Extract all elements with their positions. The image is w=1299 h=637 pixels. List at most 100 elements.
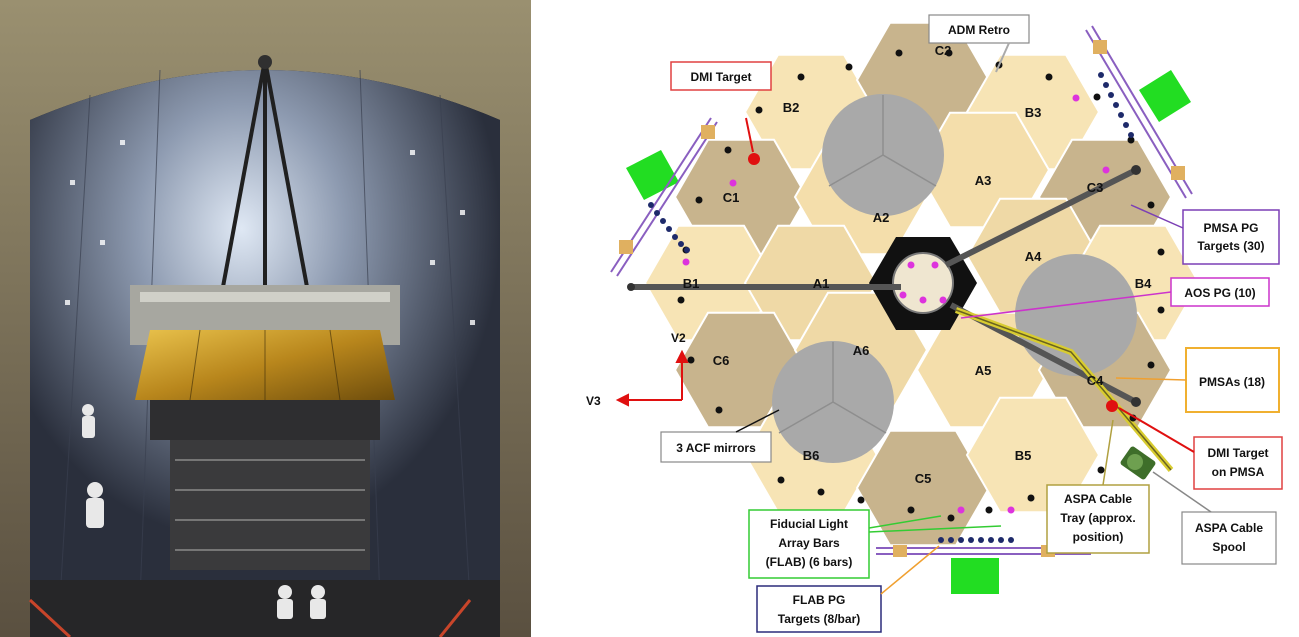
black-target-dot (1027, 494, 1035, 502)
dmi-pmsa-marker (1106, 400, 1118, 412)
black-target-dot (755, 106, 763, 114)
segment-label-b2: B2 (783, 100, 800, 115)
acf-mirror-left (772, 341, 894, 463)
callout-dmi-pmsa: DMI Target on PMSA (1118, 407, 1283, 490)
black-target-dot (907, 506, 915, 514)
black-target-dot (1093, 93, 1101, 101)
callout-adm-retro: ADM Retro (928, 14, 1030, 73)
segment-label-b1: B1 (683, 276, 700, 291)
green-target-top-right (1139, 70, 1191, 122)
black-target-dot (817, 488, 825, 496)
svg-text:Spool: Spool (1212, 540, 1245, 554)
svg-text:position): position) (1073, 530, 1124, 544)
segment-label-b3: B3 (1025, 105, 1042, 120)
black-target-dot (777, 476, 785, 484)
svg-text:Array Bars: Array Bars (778, 536, 840, 550)
black-target-dot (687, 356, 695, 364)
flab-pg-target-dot (968, 537, 974, 543)
svg-text:Tray (approx.: Tray (approx. (1060, 511, 1135, 525)
black-target-dot (895, 49, 903, 57)
aos-pg-target-dot (957, 506, 965, 514)
aos-pg-target-dot (1007, 506, 1015, 514)
segment-label-b5: B5 (1015, 448, 1032, 463)
aos-pg-target-dot (682, 258, 690, 266)
segment-label-c6: C6 (713, 353, 730, 368)
chamber-photo (0, 0, 531, 637)
svg-text:ASPA Cable: ASPA Cable (1064, 492, 1132, 506)
flab-pg-target-dot (1108, 92, 1114, 98)
callout-dmi-target: DMI Target (670, 61, 772, 153)
segment-label-c5: C5 (915, 471, 932, 486)
black-target-dot (857, 496, 865, 504)
callout-aspa-spool: ASPA Cable Spool (1152, 471, 1277, 565)
svg-text:DMI Target: DMI Target (1207, 446, 1268, 460)
segment-label-a3: A3 (975, 173, 992, 188)
segment-label-a5: A5 (975, 363, 992, 378)
aos-pg-target-dot (899, 291, 907, 299)
svg-text:Targets (30): Targets (30) (1197, 239, 1264, 253)
aos-pg-target-dot (931, 261, 939, 269)
segment-label-a4: A4 (1025, 249, 1042, 264)
dmi-target-marker (748, 153, 760, 165)
black-target-dot (715, 406, 723, 414)
black-target-dot (845, 63, 853, 71)
svg-text:ASPA Cable: ASPA Cable (1195, 521, 1263, 535)
v2-axis-label: V2 (671, 331, 686, 345)
svg-text:DMI Target: DMI Target (690, 70, 751, 84)
svg-text:on PMSA: on PMSA (1212, 465, 1265, 479)
flab-pg-target-dot (1103, 82, 1109, 88)
segment-label-c2: C2 (935, 43, 952, 58)
segment-label-a2: A2 (873, 210, 890, 225)
flab-pg-target-dot (988, 537, 994, 543)
v3-axis-label: V3 (586, 394, 601, 408)
flab-pg-target-dot (666, 226, 672, 232)
segment-label-c4: C4 (1087, 373, 1104, 388)
segment-label-c3: C3 (1087, 180, 1104, 195)
flab-pg-target-dot (672, 234, 678, 240)
green-target-bottom (951, 558, 999, 594)
callout-flab: Fiducial Light Array Bars (FLAB) (6 bars… (748, 509, 1002, 579)
segment-label-c1: C1 (723, 190, 740, 205)
acf-mirror-top (822, 94, 944, 216)
black-target-dot (695, 196, 703, 204)
aos-pg-target-dot (1102, 166, 1110, 174)
flab-pg-target-dot (938, 537, 944, 543)
black-target-dot (724, 146, 732, 154)
aos-pg-target-dot (907, 261, 915, 269)
black-target-dot (677, 296, 685, 304)
segment-label-b6: B6 (803, 448, 820, 463)
v2-axis-arrow (615, 349, 689, 407)
flab-pg-target-dot (678, 241, 684, 247)
black-target-dot (1147, 361, 1155, 369)
segment-hex-c5 (855, 429, 991, 547)
flab-pg-target-dot (1113, 102, 1119, 108)
black-target-dot (1097, 466, 1105, 474)
aos-pg-targets (682, 94, 1110, 514)
flab-pg-target-dot (1118, 112, 1124, 118)
callout-pmsas: PMSAs (18) (1115, 347, 1280, 413)
segment-label-b4: B4 (1135, 276, 1152, 291)
flab-pg-target-dot (1123, 122, 1129, 128)
aos-pg-target-dot (919, 296, 927, 304)
svg-text:AOS PG (10): AOS PG (10) (1184, 286, 1255, 300)
flab-pg-target-dot (1008, 537, 1014, 543)
segment-label-a6: A6 (853, 343, 870, 358)
callout-aspa-tray: ASPA Cable Tray (approx. position) (1046, 419, 1150, 554)
callout-pmsa-pg: PMSA PG Targets (30) (1130, 204, 1280, 265)
flab-pg-target-dot (1098, 72, 1104, 78)
svg-text:FLAB PG: FLAB PG (793, 593, 846, 607)
black-target-dot (1045, 73, 1053, 81)
callout-aos-pg: AOS PG (10) (960, 277, 1270, 319)
callout-acf: 3 ACF mirrors (660, 409, 780, 463)
svg-text:Fiducial Light: Fiducial Light (770, 517, 848, 531)
black-target-dot (1147, 201, 1155, 209)
black-target-dot (945, 49, 953, 57)
strut-upper-right (944, 167, 1138, 268)
svg-text:(FLAB) (6 bars): (FLAB) (6 bars) (766, 555, 853, 569)
svg-text:Targets (8/bar): Targets (8/bar) (778, 612, 860, 626)
black-target-dot (1157, 306, 1165, 314)
black-target-dot (947, 514, 955, 522)
flab-pg-target-dot (648, 202, 654, 208)
secondary-mirror-tower (892, 252, 954, 314)
